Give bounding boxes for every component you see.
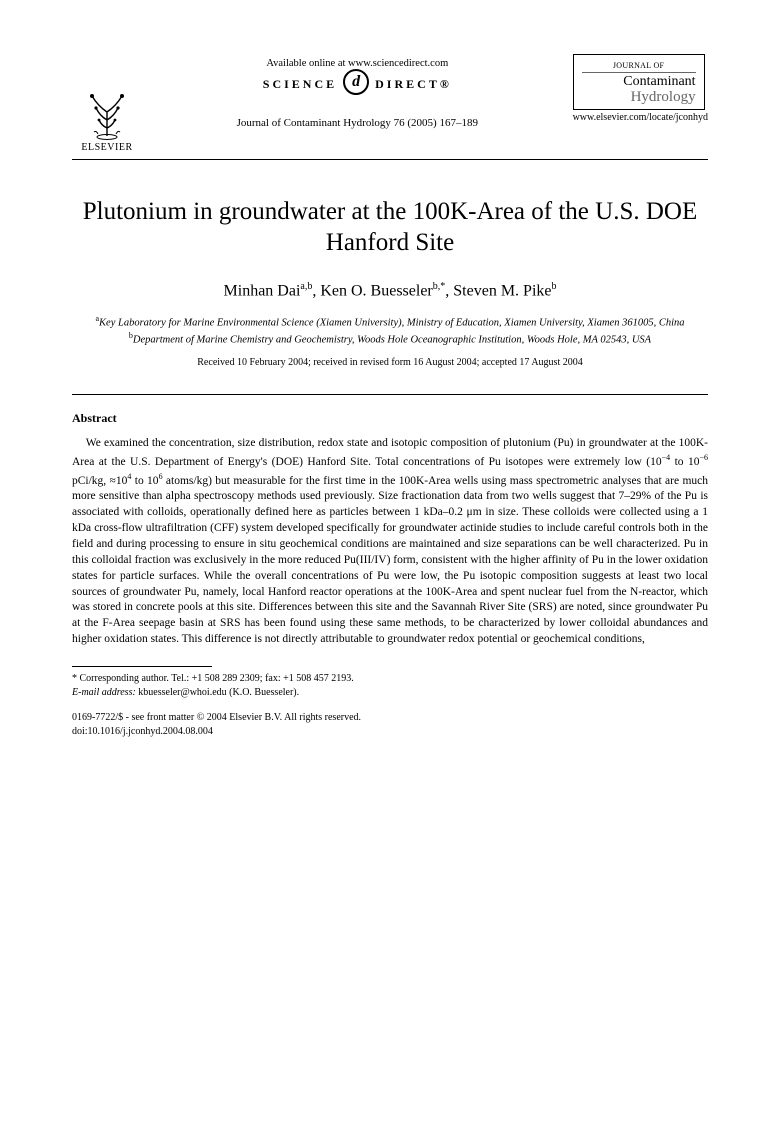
author-1-aff: a,b — [300, 281, 312, 292]
abstract-body: We examined the concentration, size dist… — [72, 436, 708, 648]
locate-url: www.elsevier.com/locate/jconhyd — [573, 112, 708, 123]
journal-box-subhead: JOURNAL OF — [582, 61, 696, 73]
doi-line: doi:10.1016/j.jconhyd.2004.08.004 — [72, 725, 708, 739]
issn-copyright-line: 0169-7722/$ - see front matter © 2004 El… — [72, 711, 708, 725]
author-1: Minhan Dai — [224, 282, 301, 299]
journal-box-line2: Hydrology — [582, 90, 696, 106]
author-2: Ken O. Buesseler — [320, 282, 432, 299]
affiliation-b: Department of Marine Chemistry and Geoch… — [133, 334, 651, 345]
abstract-rule — [72, 394, 708, 395]
abstract-seg-3: pCi/kg, ≈10 — [72, 475, 127, 487]
author-list: Minhan Daia,b, Ken O. Buesselerb,*, Stev… — [72, 281, 708, 300]
author-2-corr: * — [440, 281, 445, 292]
abstract-exp-1: −4 — [662, 453, 671, 462]
sciencedirect-logo: SCIENCE d DIRECT® — [263, 71, 452, 97]
abstract-heading: Abstract — [72, 411, 708, 426]
publisher-logo-block: ELSEVIER — [72, 54, 142, 153]
author-3: Steven M. Pike — [453, 282, 551, 299]
abstract-seg-4: to 10 — [131, 475, 158, 487]
abstract-seg-2: to 10 — [670, 456, 699, 468]
sciencedirect-left: SCIENCE — [263, 77, 337, 92]
email-label: E-mail address: — [72, 687, 136, 698]
abstract-seg-1: We examined the concentration, size dist… — [72, 437, 708, 468]
article-dates: Received 10 February 2004; received in r… — [72, 357, 708, 368]
sciencedirect-d-icon: d — [343, 69, 369, 95]
author-3-aff: b — [551, 281, 556, 292]
paper-title: Plutonium in groundwater at the 100K-Are… — [72, 196, 708, 259]
page-header: ELSEVIER Available online at www.science… — [72, 54, 708, 153]
footnote-rule — [72, 666, 212, 667]
journal-reference: Journal of Contaminant Hydrology 76 (200… — [237, 117, 478, 129]
journal-title-box: JOURNAL OF Contaminant Hydrology — [573, 54, 705, 110]
abstract-seg-5: atoms/kg) but measurable for the first t… — [72, 475, 708, 646]
publisher-label: ELSEVIER — [81, 142, 132, 153]
abstract-exp-2: −6 — [699, 453, 708, 462]
copyright-block: 0169-7722/$ - see front matter © 2004 El… — [72, 711, 708, 738]
journal-box-line1: Contaminant — [582, 75, 696, 90]
header-rule — [72, 159, 708, 160]
corr-author-line: * Corresponding author. Tel.: +1 508 289… — [72, 672, 708, 686]
journal-box-wrap: JOURNAL OF Contaminant Hydrology www.els… — [573, 54, 708, 131]
elsevier-tree-icon — [80, 84, 134, 140]
header-center: Available online at www.sciencedirect.co… — [142, 54, 573, 129]
available-online-text: Available online at www.sciencedirect.co… — [266, 58, 448, 69]
sciencedirect-right: DIRECT® — [375, 77, 452, 92]
email-value: kbuesseler@whoi.edu (K.O. Buesseler). — [138, 687, 299, 698]
affiliations: aKey Laboratory for Marine Environmental… — [72, 314, 708, 347]
affiliation-a: Key Laboratory for Marine Environmental … — [99, 317, 684, 328]
corresponding-author-footnote: * Corresponding author. Tel.: +1 508 289… — [72, 672, 708, 699]
